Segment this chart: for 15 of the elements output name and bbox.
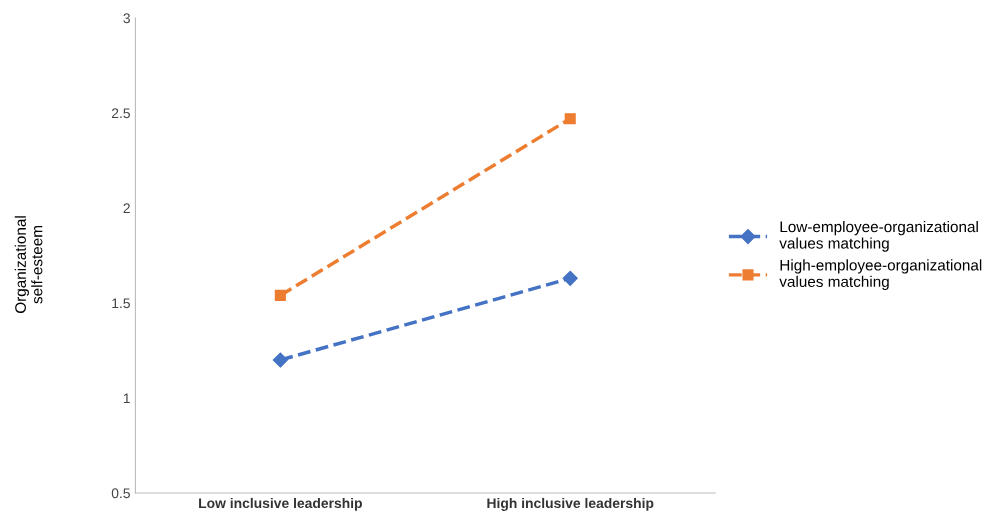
y-axis-title: Organizational self-esteem (14, 216, 43, 314)
y-tick-label: 3 (123, 13, 130, 24)
point (562, 270, 578, 286)
y-tick-label: 1.5 (112, 298, 130, 309)
y-tick-label: 0.5 (111, 488, 130, 499)
point (274, 289, 286, 301)
legend-label: High-employee-organizational values matching (779, 259, 982, 291)
y-tick-label: 2.5 (111, 108, 130, 119)
point (564, 113, 576, 125)
y-tick-label: 2 (123, 203, 130, 214)
y-tick-label: 1 (123, 393, 130, 404)
x-tick-label: Low inclusive leadership (199, 497, 362, 511)
x-tick-label: High inclusive leadership (487, 497, 654, 511)
point (272, 352, 288, 368)
legend-label: Low-employee-organizational values matching (779, 220, 978, 252)
